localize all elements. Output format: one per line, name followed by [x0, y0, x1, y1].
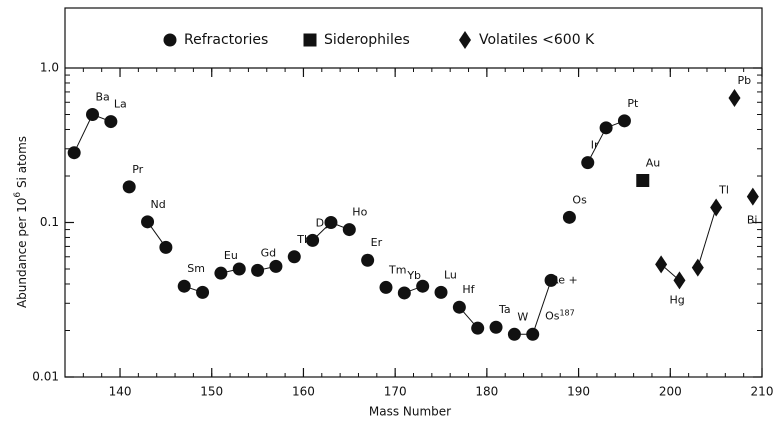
point-label: Os — [572, 193, 587, 206]
legend-label: Volatiles <600 K — [479, 32, 595, 48]
marker — [251, 263, 265, 277]
legend-label: Siderophiles — [324, 32, 410, 48]
x-tick-label: 140 — [109, 385, 132, 399]
x-tick-label: 200 — [659, 385, 682, 399]
legend-marker — [303, 33, 317, 47]
marker — [434, 285, 448, 299]
point-label: Nd — [151, 198, 166, 211]
connector — [532, 280, 552, 335]
annotation: Os187 — [545, 308, 575, 323]
marker — [86, 108, 100, 122]
y-tick-label: 1.0 — [40, 61, 59, 75]
marker — [655, 255, 668, 274]
marker — [636, 174, 650, 188]
marker — [269, 259, 283, 273]
marker — [379, 280, 393, 294]
y-tick-label: 0.01 — [32, 370, 59, 384]
legend-label: Refractories — [184, 32, 268, 48]
legend-marker — [163, 33, 177, 47]
marker — [452, 300, 466, 314]
point-label: Tl — [718, 184, 729, 197]
point-label: Ho — [352, 206, 367, 219]
y-axis-label: Abundance per 106 Si atoms — [13, 136, 29, 308]
marker — [507, 327, 521, 341]
point-label: Bi — [747, 214, 758, 227]
y-tick-label: 0.1 — [40, 215, 59, 229]
annotation-sup: 187 — [559, 308, 574, 317]
marker — [599, 121, 613, 135]
point-label: La — [114, 98, 127, 111]
point-label: Eu — [224, 249, 238, 262]
marker — [728, 88, 741, 107]
marker — [471, 321, 485, 335]
legend-marker — [459, 31, 471, 49]
point-label: Ir — [591, 139, 599, 152]
marker — [122, 180, 136, 194]
marker — [287, 250, 301, 264]
frame — [64, 7, 763, 378]
marker — [691, 258, 704, 277]
point-label: Ta — [498, 303, 511, 316]
point-label: Pt — [627, 97, 639, 110]
point-label: Yb — [406, 269, 421, 282]
marker — [306, 233, 320, 247]
x-tick-label: 160 — [292, 385, 315, 399]
marker — [196, 285, 210, 299]
x-tick-label: 190 — [567, 385, 590, 399]
marker — [177, 279, 191, 293]
x-tick-label: 150 — [200, 385, 223, 399]
point-label: Hg — [669, 293, 684, 306]
marker — [526, 327, 540, 341]
annotation-text: Os — [545, 309, 560, 322]
x-tick-label: 210 — [751, 385, 774, 399]
x-tick-label: 170 — [384, 385, 407, 399]
connector — [697, 207, 717, 268]
marker — [746, 187, 759, 206]
marker — [361, 253, 375, 267]
x-tick-label: 180 — [475, 385, 498, 399]
marker — [544, 273, 558, 287]
point-label: W — [517, 310, 528, 323]
point-label: Re + — [551, 273, 578, 286]
marker — [617, 114, 631, 128]
point-label: Hf — [462, 283, 475, 296]
point-label: Au — [646, 157, 661, 170]
point-label: Lu — [444, 268, 457, 281]
marker — [416, 279, 430, 293]
point-label: Tm — [388, 263, 406, 276]
connector — [73, 114, 93, 153]
marker — [581, 156, 595, 170]
marker — [104, 115, 118, 129]
connector — [587, 127, 607, 163]
marker — [397, 286, 411, 300]
marker — [342, 223, 356, 237]
marker — [324, 216, 338, 229]
point-label: Sm — [187, 262, 205, 275]
point-label: Er — [371, 236, 383, 249]
point-label: Ba — [96, 91, 110, 104]
point-label: Gd — [261, 246, 277, 259]
marker — [67, 146, 81, 160]
marker — [232, 262, 246, 276]
marker — [489, 320, 503, 334]
marker — [214, 266, 228, 280]
marker — [159, 240, 173, 254]
point-label: Pr — [132, 163, 143, 176]
marker — [673, 271, 686, 290]
marker — [562, 210, 576, 224]
x-axis-label: Mass Number — [369, 405, 451, 419]
marker — [141, 215, 155, 229]
point-label: Pb — [737, 74, 751, 87]
marker — [710, 198, 723, 217]
